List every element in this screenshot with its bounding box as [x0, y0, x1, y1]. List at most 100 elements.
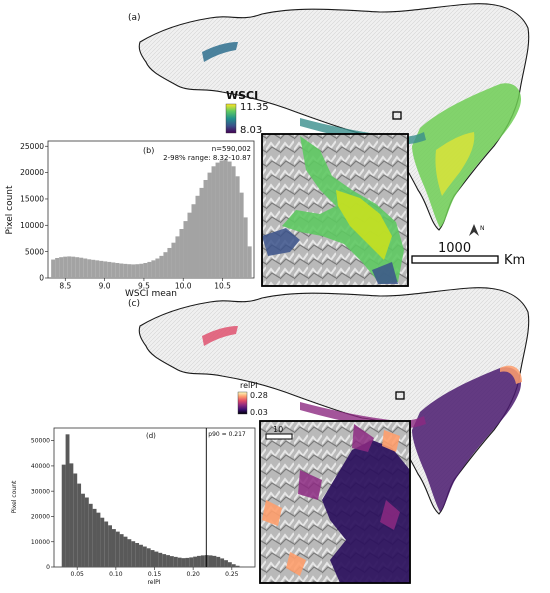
histogram-bar: [223, 159, 228, 278]
histogram-bar: [63, 256, 68, 278]
histogram-bar: [67, 256, 72, 278]
y-tick-label: 0: [39, 274, 44, 283]
histogram-bar: [177, 557, 182, 567]
histogram-bar: [167, 247, 172, 278]
histogram-bar: [59, 257, 64, 278]
hist-d-yticks: 0 10000 20000 30000 40000 50000: [31, 438, 54, 571]
histogram-bar: [187, 212, 192, 278]
relpi-colorbar-max: 0.28: [250, 391, 268, 400]
histogram-bar: [108, 525, 112, 567]
histogram-bar: [131, 264, 136, 278]
histogram-bar: [247, 246, 252, 278]
north-arrow-icon: [469, 224, 479, 236]
histogram-bar: [142, 546, 147, 567]
histogram-bar: [84, 497, 89, 567]
histogram-bar: [111, 529, 116, 567]
hist-d-xlabel: relPI: [147, 579, 160, 586]
histogram-bar: [227, 161, 232, 278]
histogram-bar: [215, 162, 220, 278]
histogram-bar: [103, 261, 108, 278]
histogram-bar: [212, 555, 217, 567]
histogram-bar: [127, 264, 132, 278]
histogram-bar: [211, 166, 216, 278]
histogram-bar: [173, 556, 178, 567]
x-tick-label: 0.10: [109, 571, 123, 578]
relpi-inset-dark: [322, 440, 410, 583]
histogram-bar: [83, 258, 88, 278]
histogram-bar: [239, 566, 244, 567]
histogram-bar: [155, 258, 160, 278]
p90-annotation: p90 = 0.217: [208, 431, 246, 438]
inset-scale-label: 10: [273, 425, 283, 434]
relpi-east-region: [412, 367, 522, 512]
histogram-bar: [235, 176, 240, 278]
y-tick-label: 50000: [31, 438, 50, 445]
histogram-bar: [92, 508, 97, 567]
histogram-bar: [239, 192, 244, 278]
panel-d: (d) p90 = 0.217 0.05 0.10 0.15 0.20 0.25 0 10…: [11, 427, 256, 586]
histogram-bar: [227, 562, 232, 567]
histogram-bar: [158, 552, 163, 567]
hist-b-xlabel: WSCI mean: [125, 289, 177, 299]
histogram-bar: [77, 483, 82, 567]
histogram-bar: [200, 555, 205, 567]
y-tick-label: 20000: [20, 168, 44, 177]
histogram-bar: [231, 564, 236, 567]
y-tick-label: 5000: [25, 247, 44, 256]
x-tick-label: 10.5: [214, 282, 231, 291]
relpi-inset-bright: [262, 430, 400, 576]
histogram-bar: [79, 257, 84, 278]
histogram-bar: [181, 558, 186, 567]
y-tick-label: 15000: [20, 195, 44, 204]
histogram-bar: [139, 263, 144, 278]
north-label: N: [480, 225, 485, 232]
y-tick-label: 0: [46, 564, 50, 571]
wsci-west-patch: [202, 42, 238, 62]
y-tick-label: 25000: [20, 142, 44, 151]
relpi-inset-mid: [298, 424, 400, 530]
y-tick-label: 40000: [31, 463, 50, 470]
histogram-bar: [115, 262, 120, 278]
wsci-colorbar: [225, 103, 237, 134]
relpi-inset-frame: [259, 420, 411, 584]
wsci-inset-frame: [261, 133, 409, 287]
histogram-bar: [88, 503, 93, 567]
hist-b-annotation-n: n=590,002: [212, 145, 251, 153]
histogram-bar: [219, 160, 224, 278]
histogram-bar: [87, 259, 92, 278]
histogram-bar: [104, 521, 109, 567]
hist-b-annotation-range: 2-98% range: 8.32-10.87: [163, 154, 251, 162]
north-arrow: N: [469, 224, 485, 236]
wsci-inset-highlight: [336, 190, 392, 260]
inset-scale-bar: [265, 433, 293, 440]
hist-d-ylabel: Pixel count: [11, 480, 18, 513]
histogram-bar: [166, 555, 170, 567]
histogram-bar: [115, 531, 120, 567]
histogram-bar: [91, 259, 96, 278]
histogram-bar: [175, 236, 180, 278]
histogram-bar: [183, 221, 188, 278]
histogram-bar: [61, 464, 66, 567]
x-tick-label: 9.5: [138, 282, 150, 291]
wsci-colorbar-min: 8.03: [240, 125, 262, 136]
histogram-bar: [208, 555, 213, 567]
hist-b-xticks: 8.5 9.0 9.5 10.0 10.5: [59, 278, 231, 291]
histogram-bar: [243, 217, 248, 278]
x-tick-label: 10.0: [175, 282, 192, 291]
histogram-bar: [100, 517, 105, 567]
histogram-bar: [159, 255, 164, 278]
panel-a: (a) WSCI 11.35 8.03 N 1000 Km: [128, 3, 530, 287]
histogram-bar: [135, 264, 140, 278]
panel-c-label: (c): [128, 299, 140, 309]
scale-value: 1000: [438, 241, 471, 256]
histogram-bar: [224, 560, 228, 567]
relpi-colorbar-min: 0.03: [250, 408, 268, 417]
histogram-bar: [150, 550, 155, 567]
histogram-bar: [139, 544, 143, 567]
histogram-bar: [154, 551, 159, 567]
histogram-bar: [195, 195, 200, 278]
histogram-bar: [197, 555, 201, 567]
y-tick-label: 10000: [20, 221, 44, 230]
histogram-bar: [231, 166, 236, 278]
histogram-bar: [203, 179, 208, 278]
